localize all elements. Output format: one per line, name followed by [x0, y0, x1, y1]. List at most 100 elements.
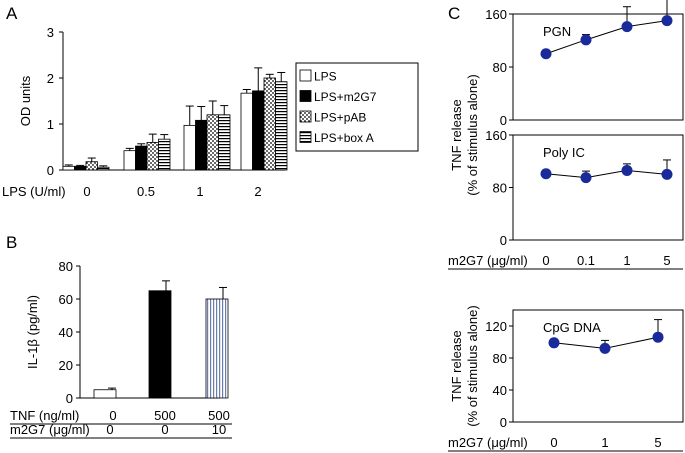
b-ytick-label: 0 — [66, 391, 73, 406]
a-bar-2-2 — [206, 114, 219, 171]
c3-point-1 — [599, 342, 611, 354]
a-bar-0-3 — [240, 92, 253, 171]
c3-point-0 — [548, 337, 560, 349]
c2-point-2 — [621, 164, 633, 176]
a-xcat-label: 0.5 — [137, 184, 155, 199]
a-ytick-label: 3 — [47, 25, 54, 40]
b-row-value-0-2: 500 — [208, 408, 230, 423]
b-ytick-label: 40 — [59, 325, 73, 340]
c2-xtick-label: 5 — [663, 253, 670, 268]
panel-letter-a: A — [6, 4, 18, 23]
c3-title: CpG DNA — [543, 320, 601, 335]
a-bar-2-3 — [263, 77, 276, 171]
a-bar-3-1 — [158, 138, 171, 171]
a-ytick-label: 0 — [47, 163, 54, 178]
b-ytick-label: 20 — [59, 358, 73, 373]
c2-xtick-label: 0 — [542, 253, 549, 268]
a-bar-0-2 — [183, 124, 196, 171]
c1-point-1 — [580, 34, 592, 46]
a-bar-0-0 — [62, 165, 75, 171]
c1-title: PGN — [543, 24, 571, 39]
a-legend-label-1: LPS+m2G7 — [314, 90, 377, 104]
b-row-value-1-1: 0 — [161, 422, 168, 437]
a-legend-label-2: LPS+pAB — [314, 111, 366, 125]
b-ytick-label: 80 — [59, 259, 73, 274]
c1-series-line — [545, 20, 668, 55]
a-xcat-label: 2 — [254, 184, 261, 199]
c1-ytick-label: 160 — [485, 7, 507, 22]
a-legend-swatch-3 — [299, 131, 312, 143]
a-ytick-label: 1 — [47, 117, 54, 132]
a-bar-1-0 — [74, 165, 87, 171]
a-bar-3-3 — [275, 81, 288, 171]
a-legend-swatch-0 — [299, 69, 312, 82]
a-x-label: LPS (U/ml) — [2, 184, 66, 199]
c3-y-label: TNF release — [449, 330, 464, 402]
b-bar-0 — [93, 389, 117, 399]
panel-letter-c: C — [448, 4, 460, 23]
chart-c: 0 80 160 PGN 0 80 160 Poly IC m2G7 (μg/ml) 0 0.1 1 5… — [448, 0, 684, 452]
c2-ytick-label: 80 — [493, 181, 507, 196]
chart-a: 0 1 2 3 OD units LPS (U/ml) 0 0.5 1 2 LPS LPS+m2G7 L… — [2, 25, 419, 199]
b-row-value-1-2: 10 — [212, 422, 226, 437]
c3-ytick-label: 80 — [493, 351, 507, 366]
c1-plot-frame — [512, 13, 684, 121]
a-bar-0-1 — [123, 150, 136, 171]
b-row-value-0-1: 500 — [154, 408, 176, 423]
a-xcat-label: 0 — [83, 184, 90, 199]
b-row-label-0: TNF (ng/ml) — [10, 408, 79, 423]
c3-ytick-label: 120 — [485, 319, 507, 334]
a-bar-2-1 — [146, 141, 159, 171]
c1-point-2 — [621, 21, 633, 33]
c2-ytick-label: 160 — [485, 128, 507, 143]
c3-ytick-label: 0 — [500, 415, 507, 430]
a-bar-1-1 — [135, 145, 148, 171]
b-row-label-1: m2G7 (μg/ml) — [10, 422, 90, 437]
b-bar-2 — [205, 298, 229, 399]
a-bar-2-0 — [85, 161, 98, 171]
c2-y-label: TNF release — [449, 99, 464, 171]
panel-letter-b: B — [6, 233, 17, 252]
c2-title: Poly IC — [543, 145, 585, 160]
a-legend-label-0: LPS — [314, 70, 337, 84]
a-bar-1-2 — [195, 119, 208, 171]
c2-point-1 — [580, 172, 592, 184]
c2-x-label: m2G7 (μg/ml) — [448, 253, 528, 268]
c2-series-line — [545, 169, 668, 179]
b-row-value-0-0: 0 — [109, 408, 116, 423]
c1-ytick-label: 80 — [493, 60, 507, 75]
c2-ytick-label: 0 — [500, 233, 507, 248]
a-bar-3-2 — [218, 114, 231, 171]
b-bar-1 — [148, 290, 172, 399]
c3-plot-frame — [512, 309, 684, 423]
c2-xtick-label: 1 — [623, 253, 630, 268]
a-bar-3-0 — [97, 166, 110, 171]
c1-ytick-label: 0 — [500, 113, 507, 128]
a-legend-swatch-2 — [299, 110, 312, 123]
c2-xtick-label: 0.1 — [577, 253, 595, 268]
c3-ytick-label: 40 — [493, 383, 507, 398]
c3-xtick-label: 5 — [654, 435, 661, 450]
a-y-label: OD units — [18, 75, 33, 126]
c3-xtick-label: 1 — [601, 435, 608, 450]
c3-x-label: m2G7 (μg/ml) — [448, 435, 528, 450]
a-ytick-label: 2 — [47, 71, 54, 86]
c2-point-3 — [661, 168, 673, 180]
c2-point-0 — [540, 168, 552, 180]
a-xcat-label: 1 — [196, 184, 203, 199]
a-legend-swatch-1 — [299, 90, 312, 102]
b-y-label: IL-1β (pg/ml) — [25, 295, 40, 369]
c3-point-2 — [652, 331, 664, 343]
a-legend-label-3: LPS+box A — [314, 131, 374, 145]
b-ytick-label: 60 — [59, 292, 73, 307]
c1-point-3 — [661, 15, 673, 27]
a-bar-1-3 — [252, 90, 265, 171]
b-row-value-1-0: 0 — [106, 422, 113, 437]
c3-xtick-label: 0 — [550, 435, 557, 450]
c3-y-label-2: (% of stimulus alone) — [465, 305, 480, 426]
c2-y-label-2: (% of stimulus alone) — [465, 74, 480, 195]
c1-point-0 — [540, 48, 552, 60]
c2-plot-frame — [512, 134, 684, 241]
